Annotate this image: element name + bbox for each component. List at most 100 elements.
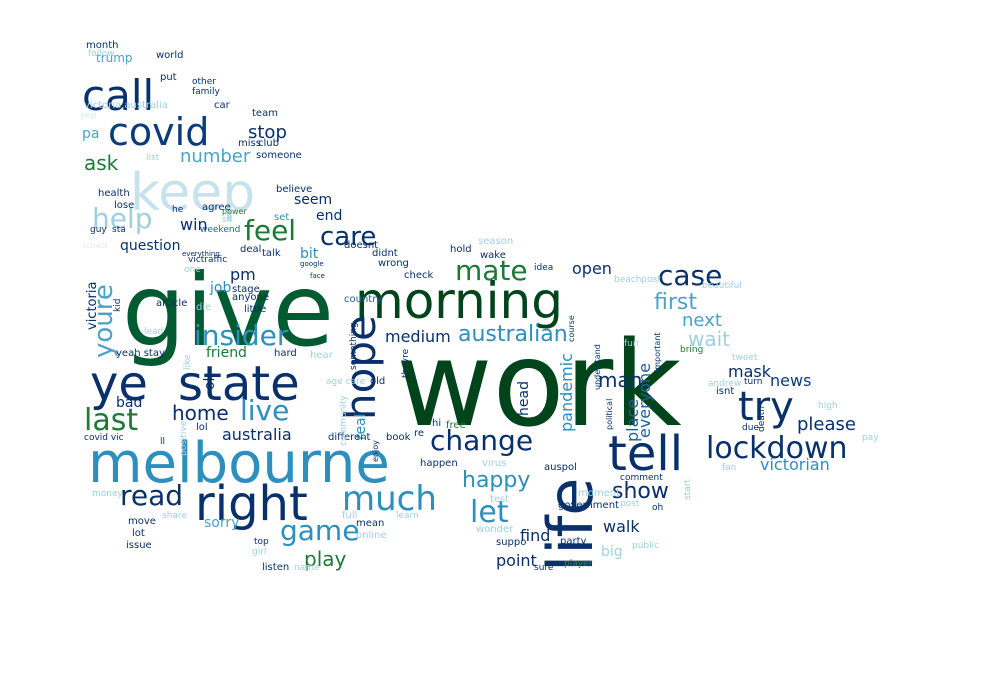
cloud-word-moment: moment xyxy=(578,488,620,499)
cloud-word-change: change xyxy=(430,424,533,457)
cloud-word-show: show xyxy=(612,479,669,504)
cloud-word-article: article xyxy=(156,298,187,309)
cloud-word-walk: walk xyxy=(603,517,640,536)
cloud-word-set: set xyxy=(274,212,289,223)
cloud-word-hope: hope xyxy=(336,315,385,420)
cloud-word-party: party xyxy=(560,536,587,547)
cloud-word-bit: bit xyxy=(300,246,319,262)
cloud-word-list: list xyxy=(146,153,160,163)
cloud-word-family: family xyxy=(192,87,220,97)
cloud-word-ye: ye xyxy=(90,356,148,412)
cloud-word-home: home xyxy=(172,401,229,425)
cloud-word-government: government xyxy=(558,500,619,511)
cloud-word-start: start xyxy=(683,479,693,500)
cloud-word-mean: mean xyxy=(356,518,384,529)
cloud-word-girl: girl xyxy=(252,547,266,557)
cloud-word-number: number xyxy=(180,146,251,167)
cloud-word-age-care: age care xyxy=(326,377,366,387)
cloud-word-next: next xyxy=(682,310,722,331)
cloud-word-other: other xyxy=(192,77,216,87)
cloud-word-wake: wake xyxy=(480,250,506,261)
cloud-word-let: let xyxy=(470,495,509,530)
cloud-word-australian: australian xyxy=(458,322,568,347)
cloud-word-beautiful: beautiful xyxy=(702,281,742,291)
cloud-word-club: club xyxy=(258,138,279,149)
cloud-word-political: political xyxy=(605,399,614,430)
cloud-word-lol: lol xyxy=(196,422,208,433)
cloud-word-lockdown: lockdown xyxy=(706,431,848,466)
cloud-word-point: point xyxy=(496,551,537,570)
cloud-word-agree: agree xyxy=(202,202,231,213)
cloud-word-pandemic: pandemic xyxy=(557,353,576,432)
cloud-word-health: health xyxy=(98,188,130,199)
cloud-word-car: car xyxy=(214,100,231,111)
cloud-word-call: call xyxy=(82,71,154,120)
cloud-word-yep: yep xyxy=(80,111,97,121)
cloud-word-important: important xyxy=(653,332,662,372)
cloud-word-something: something xyxy=(349,322,359,370)
cloud-word-lot: lot xyxy=(132,528,145,539)
cloud-word-test: test xyxy=(490,494,509,505)
cloud-word-positive: positive xyxy=(179,420,189,456)
cloud-word-state: state xyxy=(178,356,300,412)
cloud-word-help: help xyxy=(92,202,153,235)
cloud-word-face: face xyxy=(310,272,325,280)
cloud-word-try: try xyxy=(738,384,794,430)
cloud-word-move: move xyxy=(128,516,156,527)
cloud-word-tell: tell xyxy=(608,426,683,482)
cloud-word-job: job xyxy=(209,280,231,296)
cloud-word-mate: mate xyxy=(455,254,528,287)
cloud-word-happen: happen xyxy=(420,458,458,469)
cloud-word-friend: friend xyxy=(206,345,247,361)
cloud-word-understand: understand xyxy=(593,344,602,390)
cloud-word-pa: pa xyxy=(82,126,99,142)
cloud-word-ok: ok xyxy=(202,372,218,390)
cloud-word-old: old xyxy=(370,376,385,387)
cloud-word-deal: deal xyxy=(240,244,261,255)
cloud-word-stop: stop xyxy=(248,122,287,143)
cloud-word-one: one xyxy=(184,265,201,275)
cloud-word-read: read xyxy=(120,479,183,512)
cloud-word-country: country xyxy=(344,294,382,305)
cloud-word-question: question xyxy=(120,238,180,254)
cloud-word-fun: fun xyxy=(624,339,639,349)
cloud-word-case: case xyxy=(658,259,722,292)
cloud-word-sorry: sorry xyxy=(204,515,239,531)
cloud-word-didnt: didnt xyxy=(372,248,398,259)
cloud-word-player: player xyxy=(564,559,593,569)
cloud-word-month: month xyxy=(86,40,118,51)
cloud-word-virus: virus xyxy=(482,458,506,469)
cloud-word-idea: idea xyxy=(534,263,553,273)
cloud-word-bring: bring xyxy=(680,345,703,355)
cloud-word-big: big xyxy=(601,544,623,560)
cloud-word-man: man xyxy=(598,368,642,392)
cloud-word-happy: happy xyxy=(462,468,530,493)
cloud-word-victoria: victoria xyxy=(85,282,100,330)
cloud-word-post: post xyxy=(620,499,640,509)
cloud-word-much: much xyxy=(342,479,437,519)
cloud-word-book: book xyxy=(386,432,411,443)
cloud-word-re: re xyxy=(414,428,424,439)
cloud-word-tweet: tweet xyxy=(732,353,758,363)
cloud-word-feel: feel xyxy=(244,214,296,247)
cloud-word-first: first xyxy=(654,290,697,315)
cloud-word-right: right xyxy=(195,476,308,532)
cloud-word-fan: fan xyxy=(722,463,736,473)
cloud-word-covid-vic: covid vic xyxy=(84,433,124,443)
cloud-word-death: death xyxy=(757,406,767,432)
cloud-word-open: open xyxy=(572,259,612,278)
cloud-word-covid: covid xyxy=(108,110,209,154)
cloud-word-theyre: theyre xyxy=(401,348,411,378)
cloud-word-care: care xyxy=(320,222,376,252)
cloud-word-real: real xyxy=(353,413,369,440)
cloud-word-high: high xyxy=(818,401,838,411)
cloud-word-auspol: auspol xyxy=(544,462,577,473)
cloud-word-talk: talk xyxy=(262,248,281,259)
cloud-word-follow: follow xyxy=(88,49,115,59)
cloud-word-game: game xyxy=(280,514,359,547)
cloud-word-life: life xyxy=(534,478,607,572)
cloud-word-end: end xyxy=(316,208,342,224)
cloud-word-pm: pm xyxy=(230,265,256,284)
cloud-word-anyone: anyone xyxy=(232,292,269,303)
cloud-word-wonder: wonder xyxy=(476,524,514,535)
